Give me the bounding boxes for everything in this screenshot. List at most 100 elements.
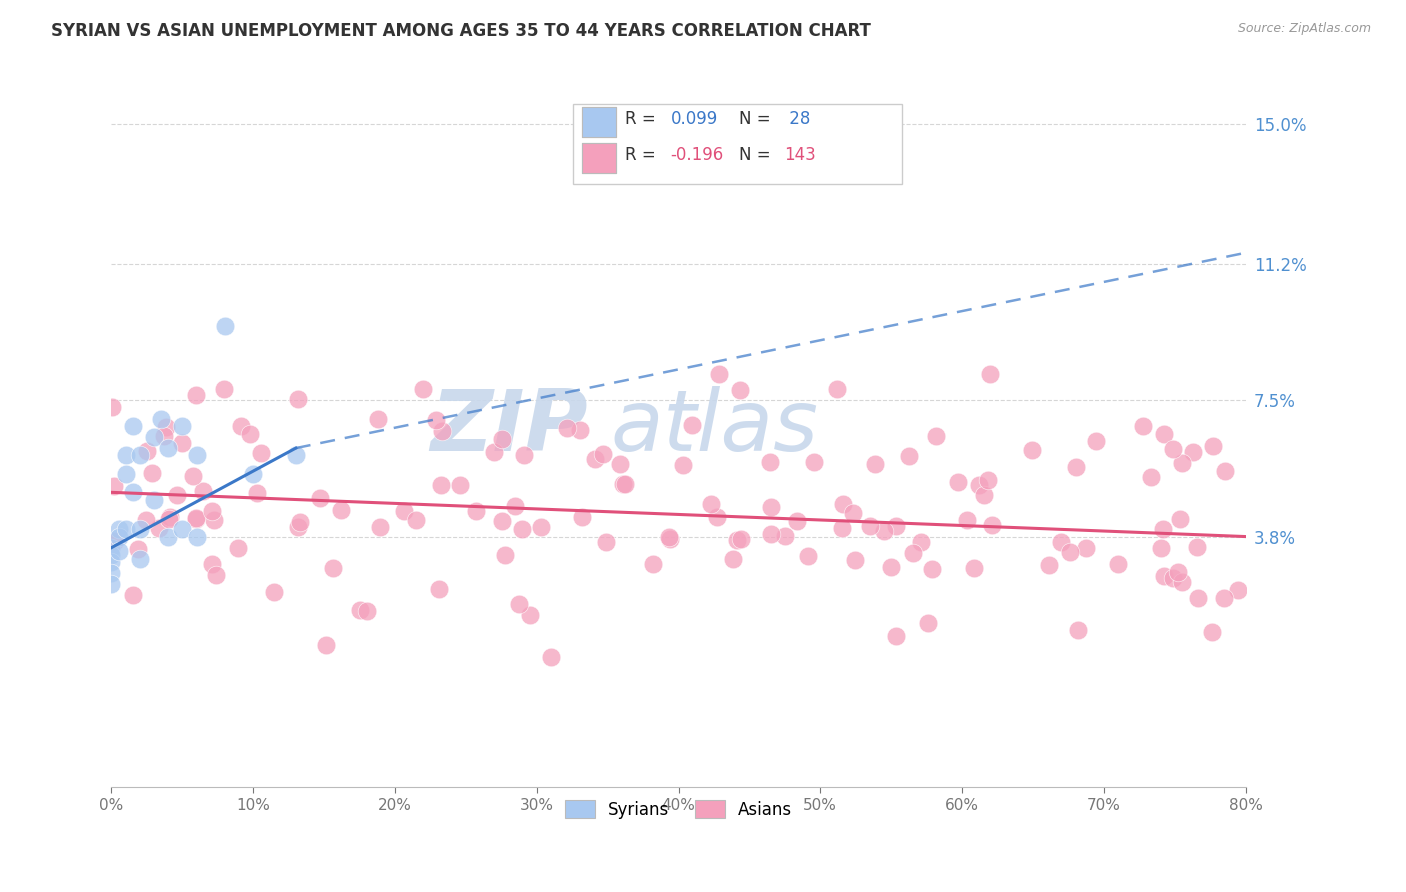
Point	[1171, 456, 1194, 470]
Point	[100, 577, 122, 591]
Point	[917, 615, 939, 630]
Text: 28: 28	[785, 110, 810, 128]
Point	[681, 418, 703, 433]
Legend: Syrians, Asians: Syrians, Asians	[558, 794, 799, 826]
Point	[214, 319, 236, 334]
Point	[184, 511, 207, 525]
Point	[786, 514, 808, 528]
Point	[465, 503, 488, 517]
Point	[897, 449, 920, 463]
Point	[159, 509, 181, 524]
Point	[555, 421, 578, 435]
Point	[510, 522, 533, 536]
Point	[825, 382, 848, 396]
Point	[1213, 464, 1236, 478]
Point	[250, 445, 273, 459]
Point	[121, 485, 143, 500]
Point	[641, 557, 664, 571]
Point	[356, 604, 378, 618]
Point	[430, 424, 453, 438]
Point	[844, 553, 866, 567]
Point	[1153, 569, 1175, 583]
Point	[107, 544, 129, 558]
Point	[100, 555, 122, 569]
Point	[513, 448, 536, 462]
Point	[569, 423, 592, 437]
Point	[725, 533, 748, 548]
Point	[595, 534, 617, 549]
Point	[979, 368, 1001, 382]
Point	[172, 419, 194, 434]
Point	[141, 467, 163, 481]
Point	[186, 449, 208, 463]
Text: R =: R =	[626, 145, 661, 164]
Point	[157, 530, 180, 544]
Point	[530, 520, 553, 534]
Point	[1132, 418, 1154, 433]
Text: R =: R =	[626, 110, 661, 128]
Point	[1150, 541, 1173, 556]
Point	[153, 429, 176, 443]
Point	[155, 420, 177, 434]
Point	[288, 515, 311, 529]
Point	[315, 638, 337, 652]
Point	[202, 513, 225, 527]
Point	[491, 514, 513, 528]
Point	[956, 513, 979, 527]
Point	[1152, 522, 1174, 536]
Point	[609, 457, 631, 471]
Point	[107, 530, 129, 544]
Point	[1074, 541, 1097, 555]
Text: -0.196: -0.196	[671, 145, 724, 164]
Point	[1185, 540, 1208, 554]
Point	[1038, 558, 1060, 572]
Point	[707, 367, 730, 381]
Point	[583, 451, 606, 466]
Point	[322, 560, 344, 574]
Point	[880, 560, 903, 574]
Point	[184, 388, 207, 402]
Point	[368, 520, 391, 534]
Point	[367, 412, 389, 426]
Point	[977, 473, 1000, 487]
Point	[884, 518, 907, 533]
Point	[135, 443, 157, 458]
Point	[759, 455, 782, 469]
Point	[540, 650, 562, 665]
Point	[491, 432, 513, 446]
Point	[1168, 512, 1191, 526]
Point	[135, 513, 157, 527]
Point	[672, 458, 695, 472]
Point	[239, 427, 262, 442]
Point	[449, 478, 471, 492]
Text: N =: N =	[738, 110, 776, 128]
Point	[429, 582, 451, 596]
Point	[287, 520, 309, 534]
Point	[1171, 574, 1194, 589]
Point	[859, 519, 882, 533]
Point	[494, 548, 516, 562]
Point	[1140, 469, 1163, 483]
Point	[121, 588, 143, 602]
Point	[1167, 565, 1189, 579]
Point	[508, 597, 530, 611]
Point	[980, 518, 1002, 533]
Point	[172, 522, 194, 536]
Point	[700, 497, 723, 511]
Point	[925, 429, 948, 443]
Point	[127, 541, 149, 556]
Point	[104, 533, 127, 548]
Point	[204, 567, 226, 582]
Bar	[582, 143, 616, 173]
Point	[284, 449, 307, 463]
Point	[201, 557, 224, 571]
Point	[761, 526, 783, 541]
Point	[484, 445, 506, 459]
Point	[1085, 434, 1108, 449]
Point	[1213, 591, 1236, 605]
Point	[430, 477, 453, 491]
Point	[1161, 442, 1184, 457]
Point	[1059, 545, 1081, 559]
Point	[405, 513, 427, 527]
Point	[797, 549, 820, 564]
